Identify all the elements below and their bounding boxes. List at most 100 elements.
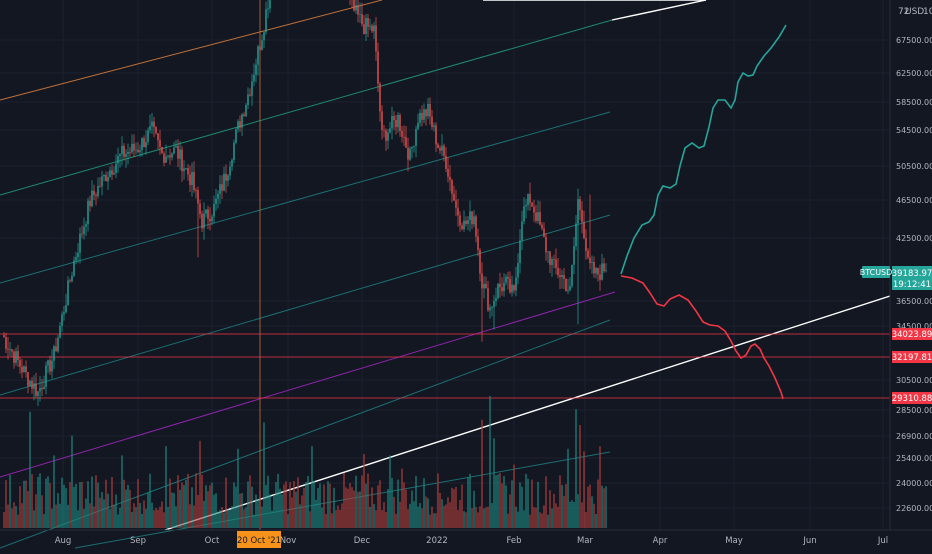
volume-bar — [573, 502, 575, 528]
candle-body — [355, 5, 357, 11]
volume-bar — [255, 494, 257, 528]
price-tick-label: 67500.00 — [896, 36, 932, 45]
time-tick-label: 2022 — [426, 536, 448, 546]
volume-bar — [289, 482, 291, 528]
channel-middle-line[interactable] — [0, 111, 611, 284]
price-axis[interactable]: 72 USD 10 — [889, 0, 932, 530]
candle-body — [229, 166, 231, 176]
symbol-badge[interactable] — [862, 266, 890, 278]
level-badge[interactable] — [892, 328, 932, 340]
volume-bar — [433, 513, 435, 528]
volume-bar — [15, 506, 17, 528]
volume-bar — [105, 479, 107, 528]
volume-bar — [95, 475, 97, 528]
volume-bar — [91, 476, 93, 528]
price-projections[interactable] — [620, 24, 787, 400]
volume-bar — [259, 490, 261, 528]
candle-body — [481, 273, 483, 289]
channel-volume-line[interactable] — [74, 451, 611, 549]
channel-outer-line[interactable] — [0, 0, 383, 101]
volume-bar — [87, 481, 89, 528]
candle-body — [187, 168, 189, 175]
candle-body — [45, 365, 47, 387]
candle-body — [105, 174, 107, 182]
volume-bar — [293, 481, 295, 528]
candle-body — [391, 116, 393, 129]
candle-body — [209, 218, 211, 222]
volume-bar — [203, 500, 205, 528]
volume-bar — [405, 489, 407, 528]
volume-bar — [131, 511, 133, 528]
candle-body — [495, 298, 497, 302]
volume-bar — [467, 477, 469, 528]
volume-bar — [111, 477, 113, 528]
candle-body — [157, 133, 159, 141]
projection-down-path[interactable] — [620, 275, 784, 400]
level-badge[interactable] — [892, 392, 932, 404]
candle-body — [51, 360, 53, 372]
channel-lower-line[interactable] — [0, 214, 611, 396]
candle-body — [363, 24, 365, 35]
candle-body — [367, 18, 369, 27]
candle-body — [115, 163, 117, 173]
volume-bar — [477, 512, 479, 528]
volume-bar — [221, 507, 223, 528]
volume-bar — [605, 486, 607, 528]
volume-bar — [439, 492, 441, 528]
candle-body — [401, 130, 403, 137]
volume-bars — [3, 396, 607, 528]
candle-body — [131, 143, 133, 153]
level-badges[interactable]: 34023.89 32197.81 29310.88 — [892, 328, 932, 404]
candle-body — [199, 203, 201, 214]
channel-purple-line[interactable] — [0, 291, 616, 478]
volume-bar — [485, 507, 487, 528]
price-tick-label: 25400.00 — [896, 454, 932, 463]
volume-bar — [481, 419, 483, 528]
volume-bar — [251, 486, 253, 528]
candle-body — [417, 122, 419, 130]
volume-bar — [343, 473, 345, 528]
volume-bar — [79, 482, 81, 528]
volume-bar — [189, 504, 191, 528]
volume-bar — [321, 507, 323, 528]
volume-bar — [401, 468, 403, 528]
candle-body — [445, 155, 447, 169]
volume-bar — [421, 508, 423, 528]
upper-white-trendline[interactable] — [611, 0, 707, 21]
volume-bar — [23, 480, 25, 528]
candle-body — [513, 284, 515, 291]
candle-body — [489, 307, 491, 311]
volume-bar — [283, 484, 285, 528]
candle-body — [53, 346, 55, 361]
volume-bar — [589, 484, 591, 528]
volume-bar — [271, 510, 273, 528]
volume-bar — [175, 506, 177, 528]
candle-body — [207, 209, 209, 219]
level-badge[interactable] — [892, 351, 932, 363]
candle-body — [479, 250, 481, 274]
candle-body — [219, 184, 221, 194]
candle-body — [519, 240, 521, 264]
candle-body — [399, 115, 401, 131]
volume-bar — [185, 479, 187, 528]
candle-body — [37, 391, 39, 396]
volume-bar — [493, 438, 495, 528]
current-price-marker[interactable]: BTCUSD 39183.97 19:12:41 — [860, 266, 932, 290]
candle-body — [451, 180, 453, 194]
volume-bar — [301, 495, 303, 528]
candle-body — [75, 257, 77, 261]
candle-body — [353, 0, 355, 11]
volume-bar — [85, 498, 87, 528]
price-tick-label: 28500.00 — [896, 406, 932, 415]
volume-bar — [375, 510, 377, 528]
projection-up-path[interactable] — [620, 24, 787, 275]
volume-bar — [365, 483, 367, 528]
current-price-badge[interactable] — [892, 266, 932, 290]
candle-body — [83, 226, 85, 235]
candle-body — [155, 127, 157, 134]
candle-body — [269, 0, 271, 9]
channel-upper-line[interactable] — [0, 19, 613, 196]
candle-body — [197, 190, 199, 204]
